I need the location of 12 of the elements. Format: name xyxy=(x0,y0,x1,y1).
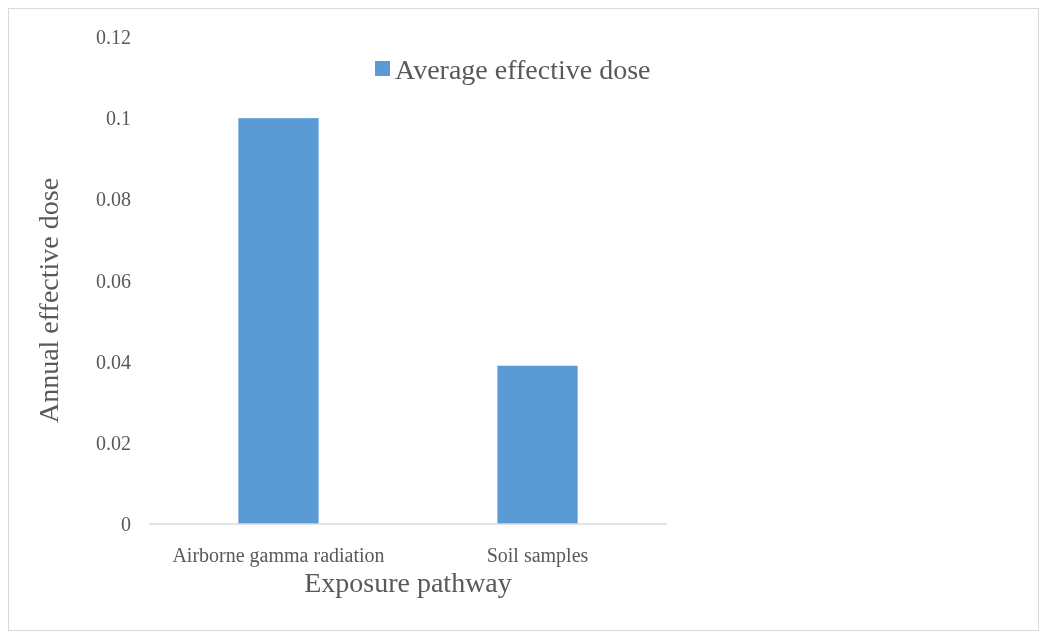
y-tick-label: 0.08 xyxy=(96,188,131,211)
y-tick-label: 0 xyxy=(121,513,131,535)
legend-label: Average effective dose xyxy=(395,53,651,85)
y-tick-label: 0.1 xyxy=(106,107,131,130)
x-tick-label: Soil samples xyxy=(486,544,589,567)
x-axis-title: Exposure pathway xyxy=(304,567,512,598)
y-tick-label: 0.04 xyxy=(96,350,131,373)
y-axis-title: Annual effective dose xyxy=(32,177,64,424)
y-tick-label: 0.02 xyxy=(96,431,131,454)
y-tick-label: 0.06 xyxy=(96,269,131,292)
x-tick-label: Airborne gamma radiation xyxy=(172,544,385,567)
y-tick-label: 0.12 xyxy=(96,26,131,48)
